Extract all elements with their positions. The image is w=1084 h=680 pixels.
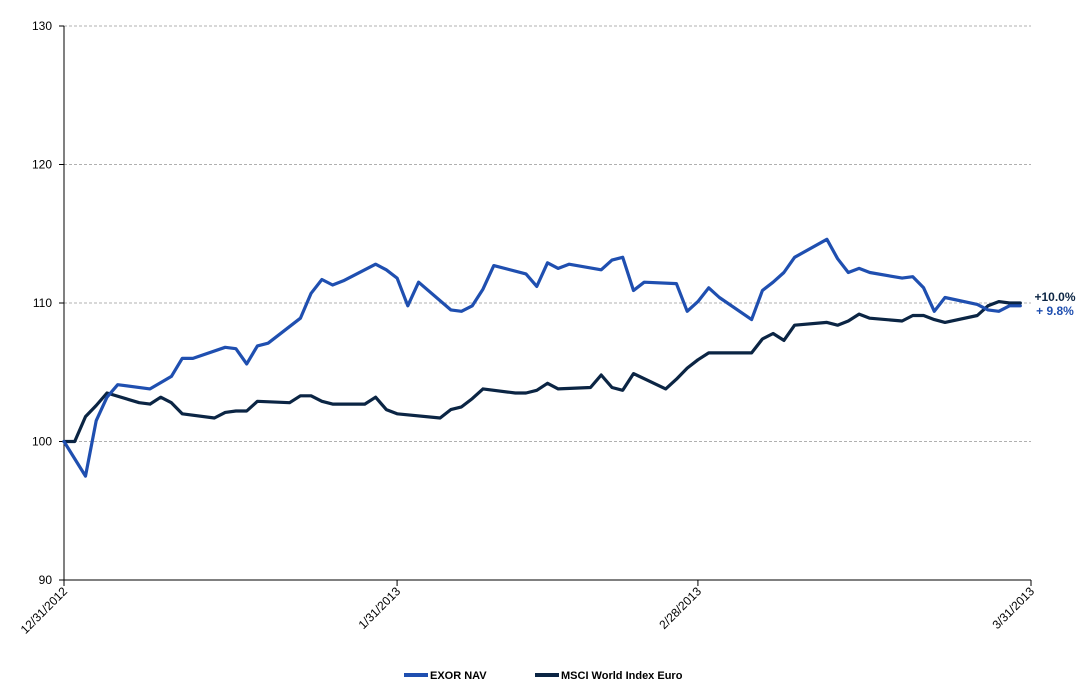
- series-line-msci-world: [62, 300, 1022, 444]
- y-tick-label: 110: [33, 296, 52, 310]
- y-tick-label: 100: [32, 435, 52, 449]
- legend-item-msci-world: MSCI World Index Euro: [535, 670, 683, 680]
- y-tick-label: 130: [32, 19, 52, 33]
- end-labels: +10.0%+ 9.8%: [1034, 290, 1075, 318]
- x-tick-label: 1/31/2013: [356, 584, 404, 632]
- legend-label: MSCI World Index Euro: [561, 670, 683, 680]
- end-label-msci-world: +10.0%: [1034, 290, 1075, 304]
- x-axis: 12/31/2012 1/31/2013 2/28/2013 3/31/2013: [18, 579, 1037, 637]
- x-tick-label: 2/28/2013: [656, 584, 704, 632]
- grid-lines: [64, 25, 1031, 442]
- x-tick-label: 12/31/2012: [18, 584, 71, 637]
- legend: EXOR NAV MSCI World Index Euro: [404, 670, 683, 680]
- y-tick-label: 90: [39, 573, 53, 587]
- y-tick-label: 120: [32, 158, 52, 172]
- y-axis: 90 100 110 120 130: [32, 19, 65, 587]
- x-tick-label: 3/31/2013: [989, 584, 1037, 632]
- series-lines: [62, 237, 1022, 478]
- legend-item-exor-nav: EXOR NAV: [404, 670, 487, 680]
- end-label-exor-nav: + 9.8%: [1036, 304, 1074, 318]
- series-line-exor-nav: [62, 237, 1022, 478]
- legend-label: EXOR NAV: [430, 670, 487, 680]
